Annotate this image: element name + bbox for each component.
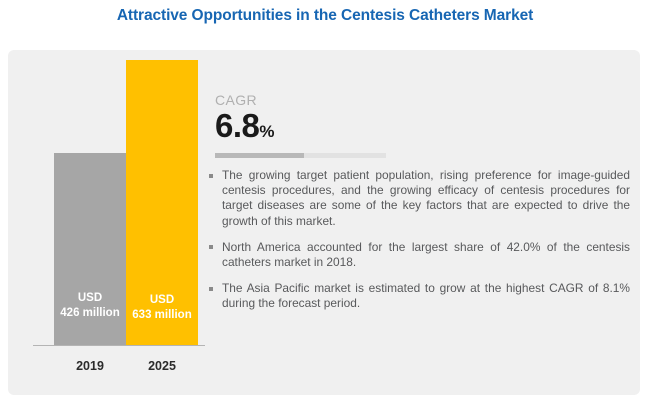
cagr-value-row: 6.8% xyxy=(215,109,390,150)
cagr-progress-fill xyxy=(215,153,304,158)
cagr-value: 6.8 xyxy=(215,107,260,144)
square-bullet-icon xyxy=(209,173,213,178)
bar-value-label-2025: USD 633 million xyxy=(126,293,198,323)
bullet-list: The growing target patient population, r… xyxy=(204,168,634,312)
bar-2025: USD 633 million xyxy=(126,60,198,345)
bar-value-line2: 633 million xyxy=(132,309,192,321)
page-title: Attractive Opportunities in the Centesis… xyxy=(116,7,534,24)
bar-value-line1: USD xyxy=(149,294,175,306)
bar-value-label-2019: USD 426 million xyxy=(54,291,126,321)
insights-panel: CAGR 6.8% The growing target patient pop… xyxy=(204,50,640,395)
square-bullet-icon xyxy=(209,286,213,291)
square-bullet-icon xyxy=(209,245,213,250)
bar-2019: USD 426 million xyxy=(54,153,126,345)
cagr-label: CAGR xyxy=(215,92,258,108)
x-axis-line xyxy=(33,344,205,346)
x-axis-tick-2019: 2019 xyxy=(76,359,104,373)
content-card: USD 426 million USD 633 million 2019 202… xyxy=(8,50,640,395)
list-item-text: The Asia Pacific market is estimated to … xyxy=(222,281,630,311)
cagr-progress-track xyxy=(215,153,386,158)
list-item: North America accounted for the largest … xyxy=(204,240,634,270)
bar-value-line2: 426 million xyxy=(60,307,120,320)
list-item-text: North America accounted for the largest … xyxy=(222,239,630,270)
list-item: The growing target patient population, r… xyxy=(204,168,634,229)
x-axis-tick-2025: 2025 xyxy=(148,359,176,373)
bar-chart: USD 426 million USD 633 million 2019 202… xyxy=(17,55,207,395)
cagr-block: CAGR 6.8% xyxy=(215,92,390,150)
list-item: The Asia Pacific market is estimated to … xyxy=(204,281,634,311)
list-item-text: The growing target patient population, r… xyxy=(222,168,630,228)
cagr-unit: % xyxy=(259,122,275,141)
bar-value-line1: USD xyxy=(77,292,103,305)
